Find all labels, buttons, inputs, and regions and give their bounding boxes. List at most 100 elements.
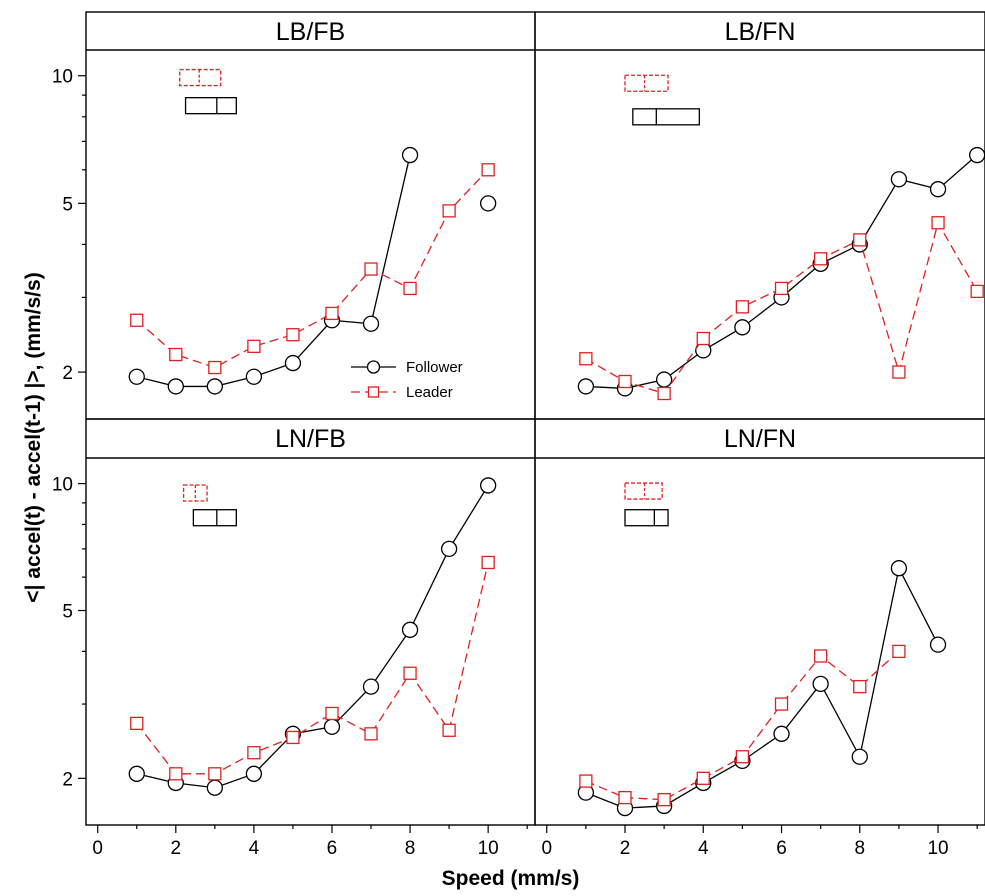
data-point [286, 328, 300, 342]
panel-title: LN/FN [724, 425, 796, 453]
data-point [929, 636, 947, 653]
x-tick-label: 10 [478, 838, 499, 859]
data-point [440, 540, 458, 558]
plot-area [128, 68, 497, 395]
series-line [585, 221, 978, 395]
data-point [814, 649, 828, 663]
data-point [892, 365, 906, 379]
range-box-rect [624, 482, 663, 500]
data-point [890, 560, 908, 577]
data-point [362, 678, 380, 695]
data-point [814, 252, 828, 266]
data-point [853, 679, 867, 694]
y-axis-title: <| accel(t) - accel(t-1) |>, (mm/s/s) [22, 272, 45, 602]
x-tick-label: 6 [327, 838, 338, 859]
follower-series [128, 477, 497, 796]
x-tick-label: 0 [92, 838, 103, 859]
data-point [853, 233, 867, 247]
data-point [401, 146, 419, 164]
legend-label: Leader [406, 384, 453, 401]
follower-series [577, 560, 947, 817]
data-point [890, 171, 908, 188]
panels: LB/FB LB/FN LN/FB LN/FN [85, 11, 985, 826]
data-point [929, 181, 947, 198]
panel-title: LB/FN [725, 18, 796, 46]
data-point [969, 146, 985, 164]
series-line [136, 169, 489, 369]
data-point [245, 368, 263, 385]
range-box-rect [179, 68, 222, 87]
data-point [931, 216, 945, 230]
leader-series [579, 644, 906, 807]
data-point [442, 723, 456, 737]
data-point [735, 300, 750, 314]
data-point [479, 477, 497, 494]
legend-label: Follower [406, 359, 463, 376]
data-point [970, 284, 984, 299]
leader-range-box [624, 74, 669, 92]
data-point [167, 378, 184, 395]
data-point [696, 331, 710, 346]
x-tick-label: 4 [249, 838, 260, 859]
plot-area [128, 477, 497, 796]
data-point [208, 767, 222, 781]
follower-range-box [624, 509, 669, 527]
data-point [128, 368, 145, 385]
data-point [696, 771, 710, 785]
legend-marker [367, 386, 380, 398]
leader-range-box [182, 484, 208, 502]
data-point [851, 748, 868, 765]
data-point [364, 727, 378, 741]
data-point [577, 378, 595, 395]
x-tick-label: 0 [541, 838, 552, 859]
data-point [323, 718, 341, 735]
series-line [136, 485, 489, 789]
range-box-rect [624, 74, 669, 92]
range-box-rect [192, 509, 237, 527]
follower-series [128, 146, 497, 395]
data-point [657, 386, 671, 401]
x-tick-label: 2 [620, 838, 631, 859]
x-axis-title: Speed (mm/s) [442, 867, 580, 890]
data-point [401, 621, 419, 638]
data-point [169, 347, 183, 362]
x-tick-label: 8 [854, 838, 865, 859]
panel-lb-fn: LB/FN [534, 11, 985, 420]
series-line [585, 154, 978, 390]
data-point [655, 371, 673, 388]
panel-title: LN/FB [275, 425, 346, 453]
data-point [479, 195, 497, 212]
x-tick-label: 4 [698, 838, 709, 859]
legend-entry-leader: Leader [351, 384, 453, 401]
data-point [206, 779, 223, 796]
data-point [325, 306, 339, 321]
panel-title: LB/FB [276, 18, 345, 46]
data-point [481, 555, 495, 570]
data-point [618, 374, 632, 389]
leader-series [130, 555, 495, 781]
legend: Follower Leader [351, 359, 463, 401]
data-point [774, 697, 789, 711]
series-line [585, 650, 900, 801]
y-tick-label: 2 [62, 769, 73, 790]
data-point [734, 319, 751, 336]
series-line [585, 566, 939, 809]
data-point [208, 360, 222, 375]
panel-lb-fb: LB/FB [85, 11, 536, 420]
y-tick-label: 10 [52, 67, 73, 88]
data-point [657, 793, 671, 807]
leader-range-box [624, 482, 663, 500]
plot-area [577, 482, 947, 817]
data-point [403, 281, 417, 296]
data-point [773, 725, 790, 742]
range-box-rect [624, 509, 669, 527]
x-tick-label: 2 [171, 838, 182, 859]
panel-ln-fn: LN/FN [534, 418, 985, 826]
shared-axes: 2 5 10 2 5 10 0 2 4 6 8 10 0 2 4 6 8 10 [52, 67, 978, 859]
panel-frame [534, 418, 985, 826]
data-point [403, 666, 417, 680]
data-point [579, 352, 593, 366]
follower-series [577, 146, 985, 397]
data-point [364, 262, 378, 276]
data-point [892, 644, 906, 659]
